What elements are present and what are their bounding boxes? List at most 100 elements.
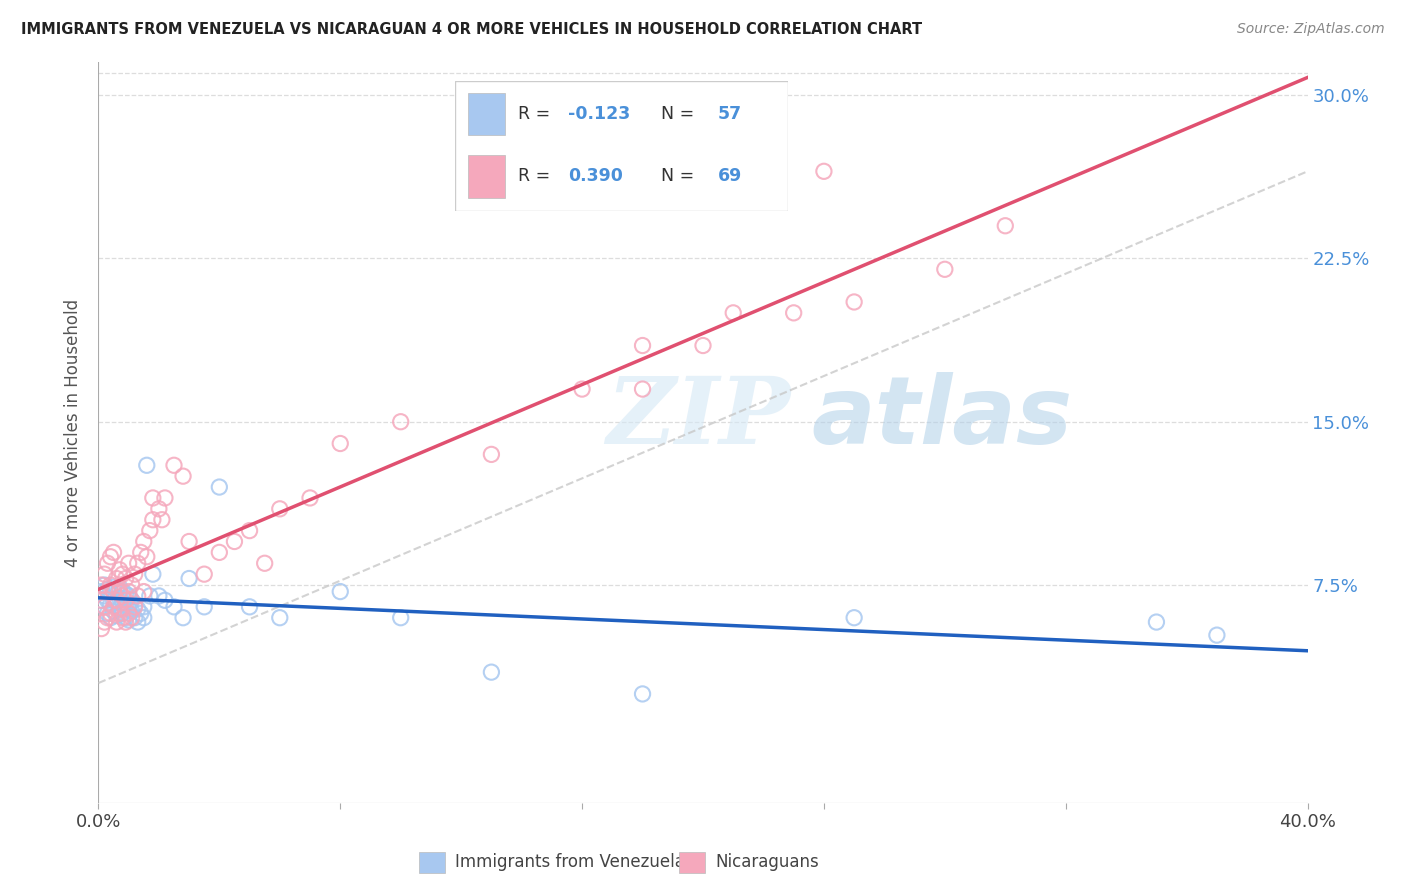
Point [96,611,118,625]
Point [139,524,162,538]
Point [163,599,186,614]
Point [224,534,246,549]
Text: Nicaraguans: Nicaraguans [716,853,818,871]
Point [100,607,122,621]
Point [692,338,714,352]
Point [121,604,143,618]
Point [172,611,194,625]
Point [127,615,149,629]
Point [124,611,146,625]
Point [118,602,141,616]
Point [844,611,866,625]
Point [153,593,176,607]
Point [124,567,146,582]
Point [813,164,835,178]
Point [723,306,745,320]
Point [127,589,149,603]
Point [111,595,134,609]
Point [100,598,122,612]
Point [571,382,593,396]
Text: IMMIGRANTS FROM VENEZUELA VS NICARAGUAN 4 OR MORE VEHICLES IN HOUSEHOLD CORRELAT: IMMIGRANTS FROM VENEZUELA VS NICARAGUAN … [21,22,922,37]
Point [121,593,143,607]
FancyBboxPatch shape [679,853,706,873]
Point [118,613,141,627]
Point [148,501,170,516]
Point [93,567,115,582]
Point [90,593,112,607]
Point [1206,628,1229,642]
Point [239,524,262,538]
Point [93,599,115,614]
Point [127,556,149,570]
Point [135,458,157,473]
Text: ZIP: ZIP [606,373,790,463]
Point [114,593,136,607]
Point [118,556,141,570]
Point [96,582,118,597]
Point [269,611,291,625]
Point [108,563,131,577]
Point [389,415,412,429]
Point [118,589,141,603]
Point [631,687,654,701]
Point [481,447,503,461]
Point [96,593,118,607]
Point [90,584,112,599]
Point [132,611,155,625]
Point [96,607,118,621]
Point [193,599,215,614]
Point [100,578,122,592]
Point [111,611,134,625]
Y-axis label: 4 or more Vehicles in Household: 4 or more Vehicles in Household [65,299,83,566]
Point [239,599,262,614]
Point [90,578,112,592]
Point [105,608,128,623]
Point [481,665,503,680]
Point [108,584,131,599]
Point [105,582,128,597]
Text: Source: ZipAtlas.com: Source: ZipAtlas.com [1237,22,1385,37]
Point [105,593,128,607]
Point [163,458,186,473]
Point [139,589,162,603]
Point [253,556,276,570]
Point [105,615,128,629]
Point [96,556,118,570]
Point [90,622,112,636]
Point [1144,615,1167,629]
Point [108,602,131,616]
Point [93,589,115,603]
Point [142,567,165,582]
Point [103,584,125,599]
Point [299,491,322,505]
Point [844,295,866,310]
Point [108,607,131,621]
Point [129,607,152,621]
Point [142,513,165,527]
Point [100,584,122,599]
Point [105,595,128,609]
Point [269,501,291,516]
Point [783,306,806,320]
Point [193,567,215,582]
Point [111,584,134,599]
Point [90,593,112,607]
Point [148,589,170,603]
Text: Immigrants from Venezuela: Immigrants from Venezuela [456,853,685,871]
Point [132,584,155,599]
Point [103,593,125,607]
Point [208,545,231,559]
Point [132,599,155,614]
Point [179,572,201,586]
Point [329,436,352,450]
Point [631,382,654,396]
Point [93,599,115,614]
Point [121,578,143,592]
Point [118,607,141,621]
Point [150,513,173,527]
Point [108,591,131,606]
Point [129,545,152,559]
Point [118,584,141,599]
Point [108,580,131,594]
Point [93,615,115,629]
